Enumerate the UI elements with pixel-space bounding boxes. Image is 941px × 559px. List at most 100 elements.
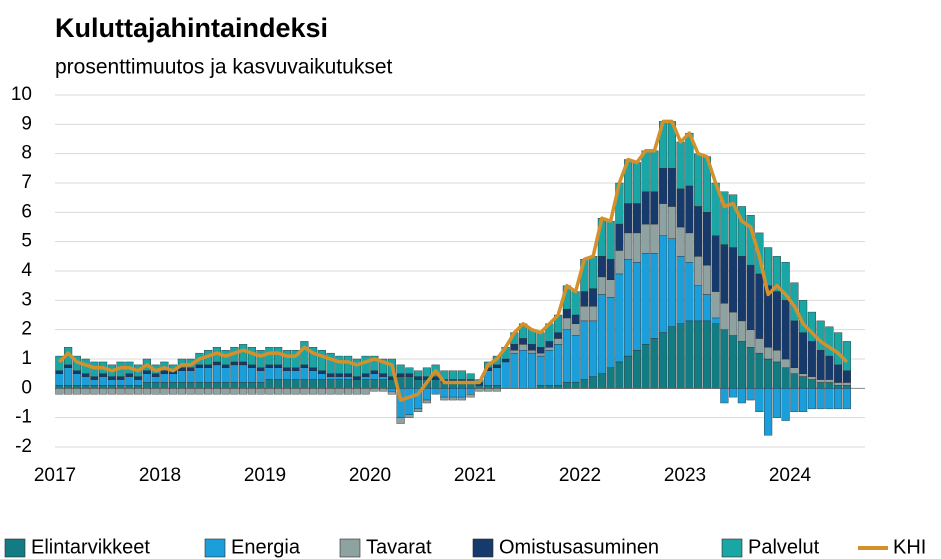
bar-segment: [702, 264, 711, 295]
y-tick-label: 2: [21, 319, 32, 340]
bar-segment: [309, 367, 318, 371]
bar-segment: [597, 373, 606, 389]
bar-segment: [597, 276, 606, 295]
bar-segment: [729, 247, 738, 313]
x-tick-label: 2021: [454, 465, 496, 486]
bar-segment: [265, 367, 274, 380]
legend-swatch: [721, 538, 743, 558]
x-tick-label: 2023: [664, 465, 706, 486]
bar-segment: [492, 364, 501, 369]
bar-segment: [536, 355, 545, 386]
bar-segment: [107, 388, 116, 395]
x-tick-label: 2020: [349, 465, 391, 486]
y-tick-label: 6: [21, 201, 32, 222]
bar-segment: [414, 408, 423, 413]
bar-segment: [492, 385, 501, 389]
y-tick-label: -2: [15, 436, 32, 457]
legend-label: Tavarat: [366, 536, 432, 558]
bar-segment: [466, 394, 475, 398]
bar-segment: [81, 385, 90, 389]
bar-segment: [247, 347, 256, 366]
bar-segment: [142, 373, 151, 383]
bar-segment: [107, 376, 116, 380]
bar-segment: [510, 352, 519, 389]
bar-segment: [580, 291, 589, 307]
bar-segment: [212, 388, 221, 395]
bar-segment: [720, 329, 729, 389]
bar-segment: [807, 388, 816, 410]
y-tick-label: 4: [21, 260, 32, 281]
bar-segment: [457, 370, 466, 380]
bar-segment: [519, 344, 528, 351]
bar-segment: [641, 191, 650, 225]
bar-segment: [247, 364, 256, 369]
bar-segment: [282, 367, 291, 371]
bar-segment: [781, 367, 790, 389]
bar-segment: [589, 320, 598, 377]
bar-segment: [807, 376, 816, 380]
bar-segment: [335, 388, 344, 395]
bar-segment: [177, 382, 186, 389]
bar-segment: [641, 253, 650, 345]
bar-segment: [195, 388, 204, 395]
bar-segment: [265, 388, 274, 395]
bar-segment: [239, 364, 248, 383]
bar-segment: [702, 212, 711, 266]
bar-segment: [387, 388, 396, 392]
bar-segment: [606, 297, 615, 368]
bar-segment: [842, 341, 851, 371]
bar-segment: [352, 388, 361, 395]
bar-segment: [125, 373, 134, 377]
bar-segment: [737, 320, 746, 342]
bar-segment: [606, 259, 615, 280]
bar-segment: [676, 256, 685, 325]
bar-segment: [737, 388, 746, 404]
bar-segment: [755, 273, 764, 339]
bar-segment: [799, 373, 808, 377]
bar-segment: [737, 256, 746, 322]
bar-segment: [659, 235, 668, 333]
bar-segment: [624, 355, 633, 389]
bar-segment: [239, 382, 248, 389]
bar-segment: [335, 379, 344, 389]
bar-segment: [186, 370, 195, 383]
bar-segment: [501, 361, 510, 389]
line-series: [58, 119, 849, 402]
bar-segment: [300, 388, 309, 395]
bar-segment: [790, 373, 799, 389]
bar-segment: [772, 361, 781, 389]
bar-segment: [615, 250, 624, 275]
bar-segment: [449, 396, 458, 401]
bar-segment: [361, 376, 370, 380]
y-tick-label: 7: [21, 172, 32, 193]
bar-segment: [536, 347, 545, 354]
bar-segment: [186, 388, 195, 395]
bar-segment: [650, 150, 659, 193]
bar-segment: [799, 388, 808, 413]
bar-segment: [466, 373, 475, 380]
legend-label: Energia: [231, 536, 301, 558]
bar-segment: [597, 294, 606, 374]
bar-segment: [589, 376, 598, 389]
bar-segment: [317, 350, 326, 371]
bar-segment: [72, 370, 81, 374]
bar-segment: [134, 385, 143, 389]
bar-segment: [842, 382, 851, 386]
bar-segment: [344, 355, 353, 374]
bar-segment: [379, 388, 388, 392]
bar-segment: [204, 367, 213, 383]
x-tick-label: 2024: [769, 465, 812, 486]
bar-segment: [527, 352, 536, 389]
bar-segment: [449, 388, 458, 398]
bar-segment: [842, 385, 851, 389]
bar-segment: [562, 382, 571, 389]
bar-segment: [755, 338, 764, 354]
bar-segment: [755, 388, 764, 413]
x-tick-label: 2019: [244, 465, 286, 486]
bar-segment: [186, 367, 195, 371]
bar-segment: [405, 414, 414, 418]
bar-segment: [519, 350, 528, 389]
bar-segment: [326, 376, 335, 380]
bar-segment: [405, 373, 414, 377]
bar-segment: [632, 262, 641, 351]
